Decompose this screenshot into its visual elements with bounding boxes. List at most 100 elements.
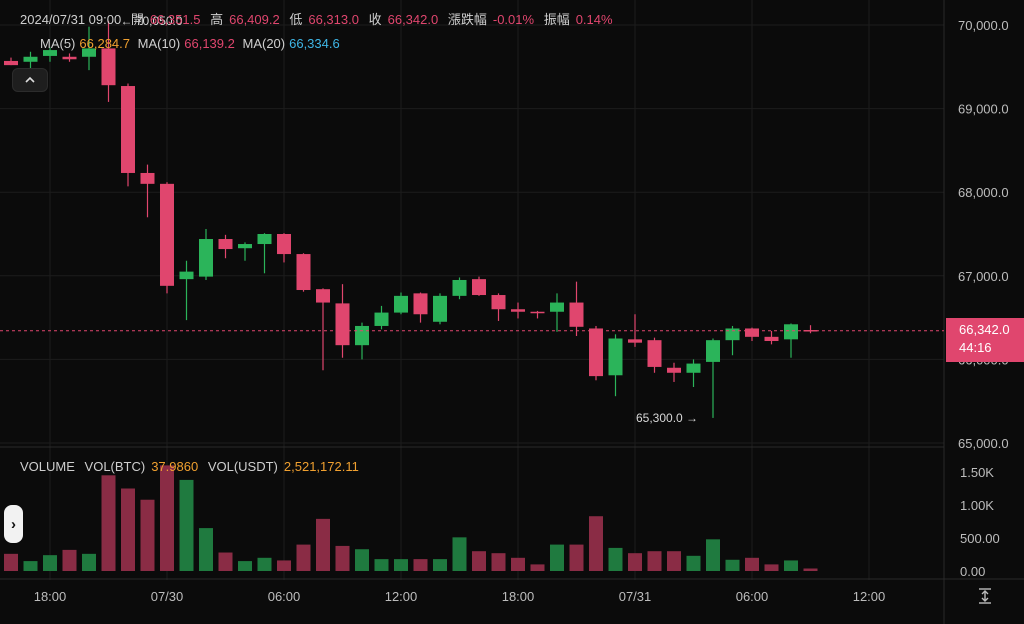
volume-bar [530,564,545,571]
candle-body [764,336,779,342]
volume-bar [4,553,18,571]
vol-usdt-value: 2,521,172.11 [283,459,359,474]
volume-bar [316,518,330,571]
candle-body [140,172,155,184]
vol-btc-value: 37.9860 [151,459,199,474]
price-tick-label: 69,000.0 [958,102,1009,117]
volume-tick-label: 0.00 [960,564,985,579]
volume-bar [725,559,740,571]
candle-body [394,295,408,313]
volume-bar [374,559,389,571]
volume-bar [491,553,506,571]
vol-usdt-label: VOL(USDT) [207,459,278,474]
candle-body [745,328,759,337]
volume-bar [628,553,642,571]
volume-bar [745,557,759,571]
candle-body [218,239,233,250]
low-marker-value: 65,300.0 [636,411,683,425]
candle-body [667,367,681,373]
price-tick-label: 67,000.0 [958,269,1009,284]
candle-body [569,302,584,327]
candle-body [433,295,447,322]
ma5-value: 66,284.7 [79,36,130,51]
volume-bar [413,559,428,571]
candles-layer [4,20,818,418]
low-value: 66,313.0 [308,12,359,27]
current-price: 66,342.0 [959,322,1010,337]
expand-panel-button[interactable]: › [4,505,23,543]
candle-body [452,279,467,296]
high-value: 66,409.2 [229,12,280,27]
volume-bar [589,516,603,571]
candle-body [4,60,18,66]
volume-bar [803,568,818,571]
volume-bar [160,465,174,571]
volume-tick-label: 500.00 [960,531,1000,546]
volume-tick-label: 1.50K [960,465,994,480]
collapse-indicators-button[interactable] [12,68,48,92]
time-tick-label: 06:00 [268,589,301,604]
candle-body [101,48,116,86]
candle-body [491,295,506,310]
volume-bar [23,561,38,571]
candle-body [62,56,77,60]
ma5-label: MA(5) [40,36,76,51]
time-tick-label: 06:00 [736,589,769,604]
amplitude-label: 振幅 [543,12,570,27]
volume-bar [355,549,369,571]
volume-bar [550,544,564,571]
candle-body [355,325,369,346]
time-tick-label: 18:00 [502,589,535,604]
volume-bar [218,552,233,571]
volume-title: VOLUME [20,459,75,474]
chevron-up-icon [25,76,35,83]
current-price-tag: 66,342.0 44:16 [946,318,1024,362]
volume-bar [472,551,486,571]
volume-bar [452,537,467,571]
candle-body [257,234,272,245]
candle-body [589,328,603,377]
candle-body [608,338,623,376]
chevron-right-icon: › [11,515,16,533]
candle-body [43,50,57,56]
volume-bar [296,544,311,571]
time-tick-label: 07/30 [151,589,184,604]
candle-body [511,309,525,312]
candle-body [179,271,194,280]
high-marker-label: ← 70,050.0 [121,14,183,28]
price-tick-label: 70,000.0 [958,18,1009,33]
volume-bar [199,528,213,571]
volume-bar [686,555,701,571]
volume-bar [101,475,116,571]
open-label: 開 [130,12,144,27]
candle-body [784,324,798,340]
volume-bar [764,564,779,571]
close-value: 66,342.0 [387,12,439,27]
ohlc-header: 2024/07/31 09:00 開 66,351.5 高 66,409.2 低 66… [20,9,619,28]
close-label: 收 [368,12,382,27]
candle-body [413,293,428,315]
volume-bar [647,551,662,571]
vertical-scale-icon[interactable] [978,588,992,609]
time-tick-label: 12:00 [385,589,418,604]
volume-bar [121,488,135,571]
volume-bar [238,561,252,571]
time-tick-label: 12:00 [853,589,886,604]
candle-body [238,244,252,249]
volume-bars-layer [4,465,818,571]
candle-body [374,312,389,326]
volume-bar [511,557,525,571]
candle-body [23,56,38,62]
vol-btc-label: VOL(BTC) [84,459,146,474]
candle-body [628,339,642,343]
high-label: 高 [210,12,224,27]
change-label: 漲跌幅 [447,12,487,27]
candle-body [316,289,330,303]
volume-bar [394,559,408,571]
open-value: 66,351.5 [149,12,201,27]
candle-body [647,340,662,367]
low-marker-label: 65,300.0 → [636,411,699,425]
time-tick-label: 18:00 [34,589,67,604]
